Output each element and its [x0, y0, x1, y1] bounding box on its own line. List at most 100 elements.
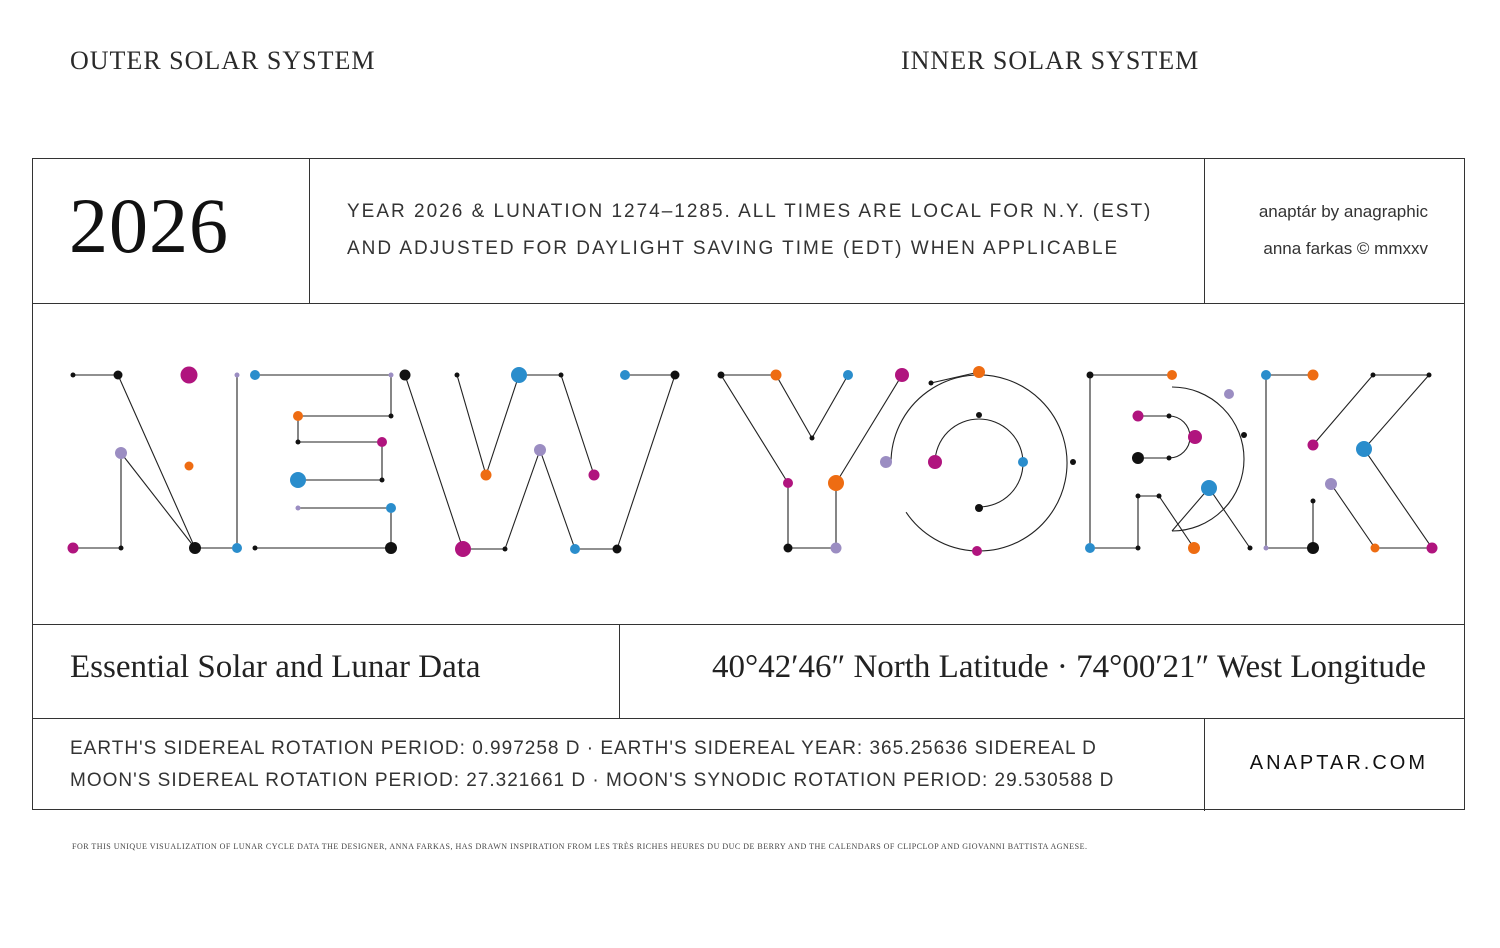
letter-k-dot [1356, 441, 1372, 457]
divider [33, 718, 1464, 719]
letter-n-dot [232, 543, 242, 553]
letter-k-dot [1307, 369, 1319, 381]
letter-w-dot [399, 369, 411, 381]
divider [33, 303, 1464, 304]
letter-k-dot [1310, 498, 1316, 504]
letter-w-dot [534, 444, 546, 456]
letter-r-dot [1247, 545, 1253, 551]
letter-r-dot [1135, 545, 1141, 551]
website-link[interactable]: ANAPTAR.COM [1249, 752, 1428, 774]
letter-r-dot [1201, 480, 1217, 496]
letter-n-dot [67, 542, 79, 554]
letter-e-stroke [255, 507, 392, 549]
letter-n-dot [180, 366, 198, 384]
letter-y-stroke [721, 374, 849, 440]
letter-w-dot [588, 469, 600, 481]
coordinates: 40°42′46″ North Latitude · 74°00′21″ Wes… [712, 649, 1426, 685]
letter-e-dot [388, 413, 394, 419]
letter-o-dot [973, 366, 985, 378]
letter-w-dot [511, 367, 527, 383]
letter-e-dot [295, 505, 301, 511]
letter-y-dot [783, 543, 793, 553]
astronomical-facts-line: EARTH'S SIDEREAL ROTATION PERIOD: 0.9972… [70, 738, 1097, 759]
letter-k-dot [1263, 545, 1269, 551]
letter-e-stroke [255, 374, 392, 481]
letter-n-dot [234, 372, 240, 378]
description-line: AND ADJUSTED FOR DAYLIGHT SAVING TIME (E… [347, 238, 1120, 259]
letter-k-dot [1261, 370, 1271, 380]
letter-y-dot [770, 369, 782, 381]
letter-e-dot [388, 372, 394, 378]
letter-r-dot [1135, 493, 1141, 499]
letter-y-dot [895, 368, 909, 382]
letter-r-dot [1241, 432, 1247, 438]
letter-y-dot [843, 370, 853, 380]
letter-o-outer-arc [890, 374, 1068, 552]
letter-n-dot [70, 372, 76, 378]
letter-o-dot [975, 504, 983, 512]
description-line: YEAR 2026 & LUNATION 1274–1285. ALL TIME… [347, 201, 1153, 222]
letter-y-dot [783, 478, 793, 488]
letter-r-dot [1156, 493, 1162, 499]
letter-k-dot [1307, 439, 1319, 451]
letter-r-dot [1132, 452, 1144, 464]
letter-k-dot [1370, 372, 1376, 378]
letter-r-dot [1166, 413, 1172, 419]
letter-r-dot [1188, 542, 1200, 554]
letter-e-dot [386, 503, 396, 513]
letter-y-stroke [720, 374, 903, 549]
section-heading: Essential Solar and Lunar Data [70, 649, 481, 685]
letter-o-dot [880, 456, 892, 468]
divider [1204, 159, 1205, 303]
footnote: FOR THIS UNIQUE VISUALIZATION OF LUNAR C… [72, 842, 1088, 851]
credit-line: anaptár by anagraphic [1258, 202, 1428, 221]
letter-r-stroke [1171, 487, 1251, 549]
letter-w-dot [558, 372, 564, 378]
letter-w-dot [455, 541, 471, 557]
letter-o-inner-arc [934, 418, 1024, 508]
letter-r-dot [1132, 410, 1144, 422]
letter-k-dot [1426, 372, 1432, 378]
letter-y-dot [809, 435, 815, 441]
letter-e-dot [252, 545, 258, 551]
letter-n-stroke [120, 452, 196, 549]
letter-k-stroke [1265, 374, 1313, 548]
letter-w-stroke [404, 374, 676, 550]
letter-y-dot [828, 475, 844, 491]
letter-r-dot [1085, 543, 1095, 553]
letter-o-dot [928, 455, 942, 469]
letter-n-dot [184, 461, 194, 471]
letter-e-dot [377, 437, 387, 447]
letter-w-dot [670, 370, 680, 380]
letter-w-dot [620, 370, 630, 380]
letter-k-dot [1370, 543, 1380, 553]
letter-y-dot [830, 542, 842, 554]
calendar-frame: 2026 YEAR 2026 & LUNATION 1274–1285. ALL… [32, 158, 1465, 811]
letter-e-dot [250, 370, 260, 380]
letter-y-dot [717, 371, 725, 379]
credit-line: anna farkas © mmxxv [1263, 239, 1428, 258]
letter-o-dot [976, 412, 982, 418]
divider [619, 624, 620, 718]
letter-r-inner-bowl [1168, 415, 1191, 459]
letter-r-dot [1086, 371, 1094, 379]
letter-n-stroke [73, 374, 237, 549]
letter-k-dot [1307, 542, 1319, 554]
letter-o-dot [1018, 457, 1028, 467]
letter-w-dot [612, 544, 622, 554]
new-york-constellation-title [67, 366, 1438, 557]
letter-e-dot [295, 439, 301, 445]
letter-w-dot [454, 372, 460, 378]
letter-w-stroke [456, 374, 595, 477]
letter-o-stroke [930, 371, 980, 384]
letter-r-dot [1224, 389, 1234, 399]
letter-e-dot [293, 411, 303, 421]
inner-solar-system-label: INNER SOLAR SYSTEM [901, 46, 1200, 75]
letter-r-stroke [1089, 374, 1172, 549]
letter-n-stroke [73, 453, 122, 549]
letter-w-dot [502, 546, 508, 552]
letter-r-dot [1167, 370, 1177, 380]
letter-w-dot [570, 544, 580, 554]
letter-e-dot [379, 477, 385, 483]
letter-o-dot [928, 380, 934, 386]
